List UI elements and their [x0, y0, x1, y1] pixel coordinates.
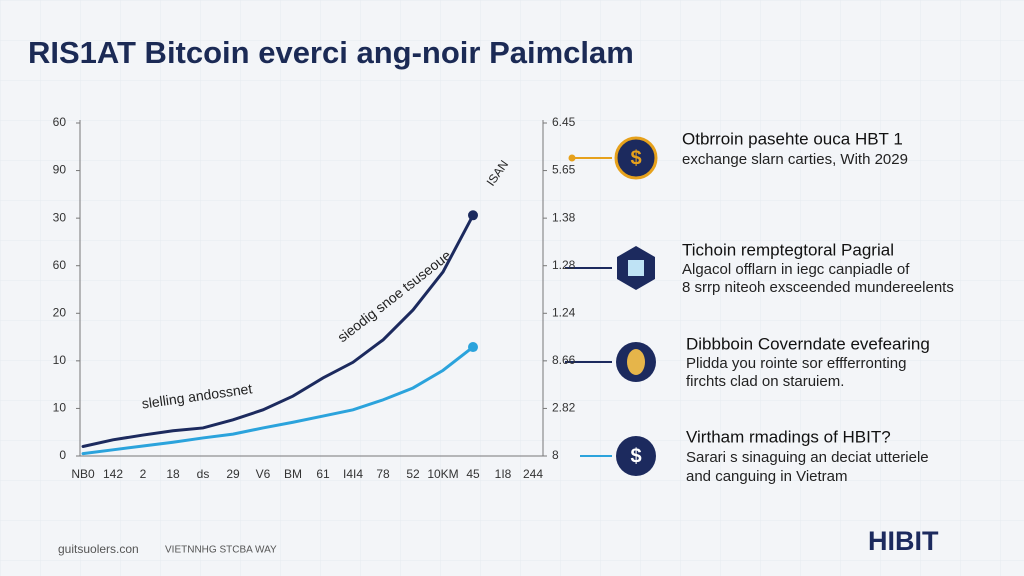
x-tick-label: I4I4	[343, 467, 363, 481]
item-text: Sarari s sinaguing an deciat utteriele	[686, 449, 929, 466]
icon-glyph	[628, 260, 644, 276]
item-text: Algacol offlarn in iegc canpiadle of	[682, 261, 910, 278]
y-tick-label: 90	[53, 163, 67, 177]
x-tick-label: 244	[523, 467, 543, 481]
x-tick-label: 142	[103, 467, 123, 481]
icon	[614, 136, 658, 180]
chart-title: RIS1AT Bitcoin everci ang-noir Paimclam	[28, 35, 634, 70]
y2-tick-label: 5.65	[552, 163, 576, 177]
x-tick-label: 1I8	[495, 467, 512, 481]
y2-tick-label: 1.28	[552, 258, 576, 272]
x-tick-label: 61	[316, 467, 330, 481]
y-tick-label: 60	[53, 115, 67, 129]
x-tick-label: 2	[140, 467, 147, 481]
y2-tick-label: 1.24	[552, 305, 576, 319]
footer-site: guitsuolers.con	[58, 542, 139, 556]
icon-glyph	[627, 349, 645, 375]
connector-dot	[568, 154, 576, 162]
logo[interactable]: HIBIT	[868, 526, 939, 556]
y-tick-label: 30	[53, 210, 67, 224]
x-tick-label: 45	[466, 467, 480, 481]
y2-tick-label: 8	[552, 448, 559, 462]
item-title: Dibbboin Coverndate evefearing	[686, 334, 930, 353]
end-marker	[468, 210, 478, 221]
item-title: Otbrroin pasehte ouca HBT 1	[682, 129, 903, 148]
y2-tick-label: 6.45	[552, 115, 576, 129]
item-title: Virtham rmadings of HBIT?	[686, 427, 891, 446]
item-text: firchts clad on staruiem.	[686, 373, 844, 390]
series-line	[81, 345, 475, 456]
x-tick-label: 18	[166, 467, 180, 481]
series-line	[81, 213, 475, 448]
x-tick-label: 78	[376, 467, 390, 481]
y-tick-label: 10	[53, 401, 67, 415]
end-marker	[468, 342, 478, 353]
y-tick-label: 10	[53, 353, 67, 367]
item-title: Tichoin remptegtoral Pagrial	[682, 240, 894, 259]
y2-tick-label: 8.66	[552, 353, 576, 367]
x-tick-label: 52	[406, 467, 420, 481]
item-text: exchange slarn carties, With 2029	[682, 151, 908, 168]
y-tick-label: 0	[59, 448, 66, 462]
x-tick-label: BM	[284, 467, 302, 481]
item-text: Plidda you rointe sor effferronting	[686, 355, 906, 372]
y2-tick-label: 1.38	[552, 210, 576, 224]
x-tick-label: NB0	[71, 467, 95, 481]
icon	[616, 436, 656, 476]
footer-tagline: VIETNNHG STCBA WAY	[165, 545, 277, 556]
item-text: 8 srrp niteoh exsceended mundereelents	[682, 279, 954, 296]
x-tick-label: 10KM	[427, 467, 458, 481]
x-tick-label: ds	[197, 467, 210, 481]
icon-glyph: $	[630, 147, 641, 169]
y-tick-label: 60	[53, 258, 67, 272]
y2-tick-label: 2.82	[552, 401, 576, 415]
x-tick-label: 29	[226, 467, 240, 481]
x-tick-label: V6	[256, 467, 271, 481]
icon-glyph: $	[630, 445, 641, 467]
item-text: and canguing in Vietram	[686, 468, 848, 485]
y-tick-label: 20	[53, 305, 67, 319]
